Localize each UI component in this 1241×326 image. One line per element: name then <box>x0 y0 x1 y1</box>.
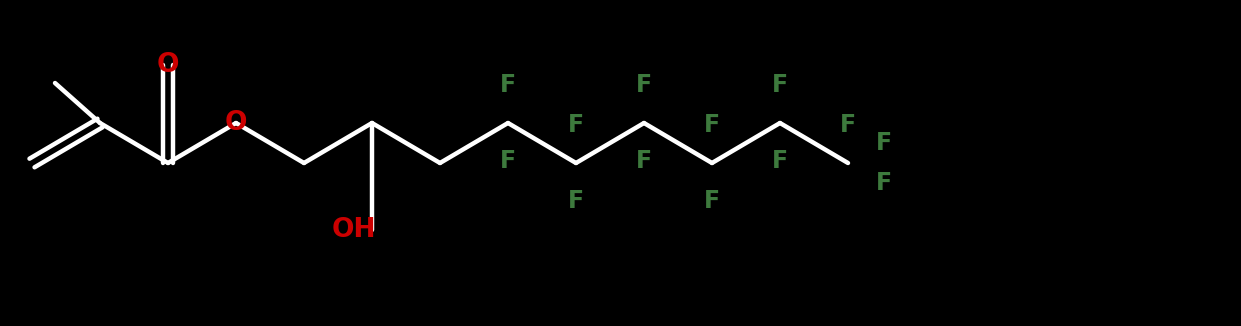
Text: O: O <box>225 110 247 136</box>
Text: OH: OH <box>331 217 376 243</box>
Text: F: F <box>635 149 652 173</box>
Text: F: F <box>500 149 516 173</box>
Text: F: F <box>635 73 652 97</box>
Text: O: O <box>156 52 179 78</box>
Text: F: F <box>840 113 856 137</box>
Text: F: F <box>500 73 516 97</box>
Text: F: F <box>772 73 788 97</box>
Text: F: F <box>568 189 585 213</box>
Text: F: F <box>704 113 720 137</box>
Text: F: F <box>704 189 720 213</box>
Text: F: F <box>876 171 892 195</box>
Text: F: F <box>772 149 788 173</box>
Text: F: F <box>876 131 892 155</box>
Text: F: F <box>568 113 585 137</box>
